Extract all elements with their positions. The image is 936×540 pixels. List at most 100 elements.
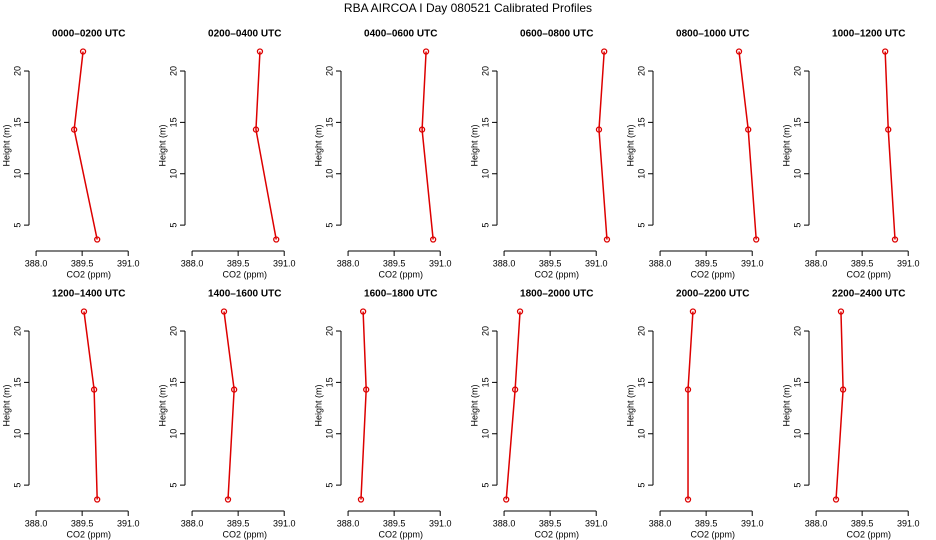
profile-point <box>94 236 101 243</box>
panel: 2200–2400 UTC 5 10 15 20 Height (m) 388.0 389.5… <box>781 289 919 540</box>
y-tick-label: 5 <box>636 483 646 488</box>
y-axis-label: Height (m) <box>1 124 11 166</box>
x-axis-label: CO2 (ppm) <box>846 269 891 279</box>
x-axis-label: CO2 (ppm) <box>690 269 735 279</box>
x-tick-label: 388.0 <box>649 518 672 528</box>
y-tick-label: 10 <box>636 429 646 439</box>
profile-line <box>223 311 235 500</box>
y-tick-label: 5 <box>324 483 334 488</box>
panel: 0600–0800 UTC 5 10 15 20 Height (m) 388.0 389.5… <box>469 29 611 279</box>
x-axis-label: CO2 (ppm) <box>66 269 111 279</box>
y-axis-label: Height (m) <box>469 124 479 166</box>
y-tick-label: 10 <box>792 169 802 179</box>
y-tick-label: 10 <box>480 169 490 179</box>
x-axis-label: CO2 (ppm) <box>378 529 423 539</box>
y-tick-label: 10 <box>324 169 334 179</box>
x-axis-label: CO2 (ppm) <box>378 269 423 279</box>
y-tick-label: 15 <box>168 117 178 127</box>
panel-title: 1400–1600 UTC <box>208 289 281 300</box>
y-tick-label: 20 <box>636 326 646 336</box>
profile-line <box>73 51 98 240</box>
y-axis-label: Height (m) <box>1 384 11 426</box>
profile-line <box>738 51 757 240</box>
x-tick-label: 388.0 <box>649 258 672 268</box>
x-tick-label: 391.0 <box>741 518 764 528</box>
x-axis-label: CO2 (ppm) <box>534 269 579 279</box>
y-tick-label: 15 <box>792 377 802 387</box>
y-tick-label: 20 <box>12 326 22 336</box>
panel-title: 1000–1200 UTC <box>832 29 905 40</box>
profile-point <box>418 126 426 133</box>
y-tick-label: 20 <box>480 326 490 336</box>
y-tick-label: 5 <box>324 223 334 228</box>
x-tick-label: 389.5 <box>71 258 94 268</box>
x-axis-label: CO2 (ppm) <box>846 529 891 539</box>
y-tick-label: 5 <box>480 483 490 488</box>
y-tick-label: 5 <box>792 223 802 228</box>
panel: 0800–1000 UTC 5 10 15 20 Height (m) 388.0 389.5… <box>625 29 763 280</box>
profile-point <box>422 48 430 55</box>
x-tick-label: 388.0 <box>181 518 204 528</box>
panel: 1400–1600 UTC 5 10 15 20 Height (m) 388.0 389.5… <box>157 289 295 540</box>
profile-point <box>745 126 752 133</box>
profile-point <box>511 386 519 393</box>
profile-point <box>230 386 238 393</box>
y-tick-label: 10 <box>480 429 490 439</box>
y-axis-label: Height (m) <box>313 384 323 426</box>
y-tick-label: 15 <box>636 117 646 127</box>
profile-point <box>503 496 510 503</box>
y-tick-label: 20 <box>168 66 178 76</box>
profile-point <box>839 386 847 393</box>
y-tick-label: 5 <box>480 223 490 228</box>
y-axis-label: Height (m) <box>625 384 635 426</box>
profile-line <box>687 311 694 500</box>
panel: 2000–2200 UTC 5 10 15 20 Height (m) 388.0 389.5… <box>625 289 763 540</box>
y-tick-label: 20 <box>636 66 646 76</box>
panel-title: 1600–1800 UTC <box>364 289 437 300</box>
panel: 1600–1800 UTC 5 10 15 20 Height (m) 388.0 389.5… <box>313 289 451 540</box>
y-tick-label: 15 <box>480 117 490 127</box>
x-tick-label: 391.0 <box>273 518 296 528</box>
y-tick-label: 5 <box>168 223 178 228</box>
x-tick-label: 391.0 <box>117 518 140 528</box>
x-tick-label: 389.5 <box>227 518 250 528</box>
x-tick-label: 389.5 <box>695 258 718 268</box>
x-tick-label: 388.0 <box>805 518 828 528</box>
panel: 1200–1400 UTC 5 10 15 20 Height (m) 388.0 389.5… <box>1 289 139 540</box>
profile-point <box>224 496 232 503</box>
profile-point <box>753 236 760 243</box>
profile-point <box>256 48 264 55</box>
profile-point <box>601 48 608 55</box>
y-tick-label: 20 <box>324 326 334 336</box>
panel: 0200–0400 UTC 5 10 15 20 Height (m) 388.0 389.5… <box>157 29 295 280</box>
x-tick-label: 389.5 <box>383 258 406 268</box>
x-tick-label: 391.0 <box>585 258 608 268</box>
profile-line <box>83 311 98 500</box>
y-tick-label: 15 <box>792 117 802 127</box>
y-tick-label: 5 <box>12 223 22 228</box>
x-tick-label: 388.0 <box>805 258 828 268</box>
profile-point <box>357 496 365 503</box>
profile-point <box>80 308 88 315</box>
y-axis-label: Height (m) <box>625 124 635 166</box>
profile-point <box>79 48 87 55</box>
y-axis-label: Height (m) <box>469 384 479 426</box>
x-tick-label: 391.0 <box>897 258 920 268</box>
profile-line <box>360 311 367 500</box>
y-tick-label: 20 <box>792 66 802 76</box>
panel-title: 0800–1000 UTC <box>676 29 749 40</box>
x-axis-label: CO2 (ppm) <box>222 269 267 279</box>
y-tick-label: 15 <box>168 377 178 387</box>
panel-title: 2200–2400 UTC <box>832 289 905 300</box>
x-tick-label: 389.5 <box>71 518 94 528</box>
y-tick-label: 15 <box>480 377 490 387</box>
x-tick-label: 389.5 <box>851 258 874 268</box>
profile-point <box>90 386 98 393</box>
x-tick-label: 388.0 <box>25 518 48 528</box>
profile-point <box>94 496 101 503</box>
x-axis-label: CO2 (ppm) <box>222 529 267 539</box>
profile-point <box>359 308 367 315</box>
profile-line <box>884 51 896 240</box>
y-axis-label: Height (m) <box>157 384 167 426</box>
